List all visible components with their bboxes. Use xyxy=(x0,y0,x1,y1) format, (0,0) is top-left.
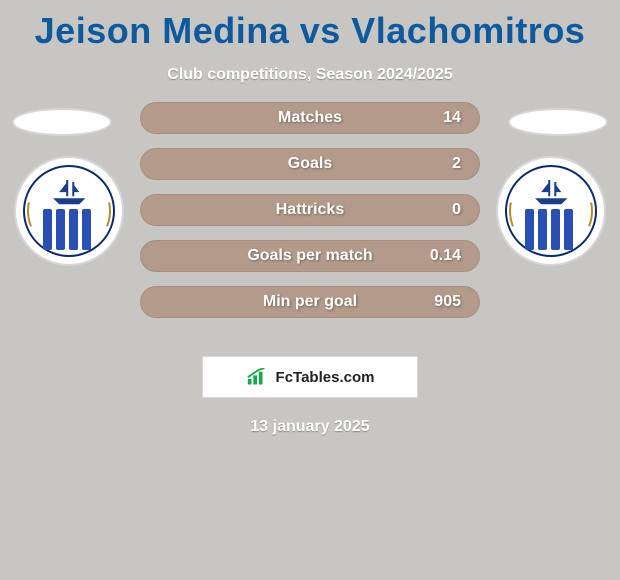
badge-circle xyxy=(496,156,606,266)
comparison-layout: Matches 14 Goals 2 Hattricks 0 Goals per… xyxy=(0,108,620,338)
team-badge-right xyxy=(496,156,606,266)
comparison-page: Jeison Medina vs Vlachomitros Club compe… xyxy=(0,0,620,580)
badge-circle xyxy=(14,156,124,266)
stat-right-value: 0.14 xyxy=(415,247,461,265)
branding-box: FcTables.com xyxy=(202,356,418,398)
stat-label: Matches xyxy=(205,109,415,127)
stat-row-goals-per-match: Goals per match 0.14 xyxy=(140,240,480,272)
chart-icon xyxy=(246,368,268,386)
stat-right-value: 14 xyxy=(415,109,461,127)
team-crest xyxy=(23,165,115,257)
team-crest xyxy=(505,165,597,257)
stat-row-goals: Goals 2 xyxy=(140,148,480,180)
stat-right-value: 0 xyxy=(415,201,461,219)
stats-panel: Matches 14 Goals 2 Hattricks 0 Goals per… xyxy=(140,102,480,318)
date-label: 13 january 2025 xyxy=(0,418,620,436)
subtitle: Club competitions, Season 2024/2025 xyxy=(0,66,620,84)
stat-label: Hattricks xyxy=(205,201,415,219)
player-pedestal-right xyxy=(508,108,608,136)
page-title: Jeison Medina vs Vlachomitros xyxy=(0,0,620,52)
ship-icon xyxy=(49,178,89,206)
stat-row-min-per-goal: Min per goal 905 xyxy=(140,286,480,318)
team-badge-left xyxy=(14,156,124,266)
stat-label: Goals per match xyxy=(205,247,415,265)
stat-label: Min per goal xyxy=(205,293,415,311)
stat-label: Goals xyxy=(205,155,415,173)
stat-right-value: 2 xyxy=(415,155,461,173)
ship-icon xyxy=(531,178,571,206)
stat-row-hattricks: Hattricks 0 xyxy=(140,194,480,226)
player-pedestal-left xyxy=(12,108,112,136)
stat-right-value: 905 xyxy=(415,293,461,311)
stat-row-matches: Matches 14 xyxy=(140,102,480,134)
branding-text: FcTables.com xyxy=(276,369,375,386)
